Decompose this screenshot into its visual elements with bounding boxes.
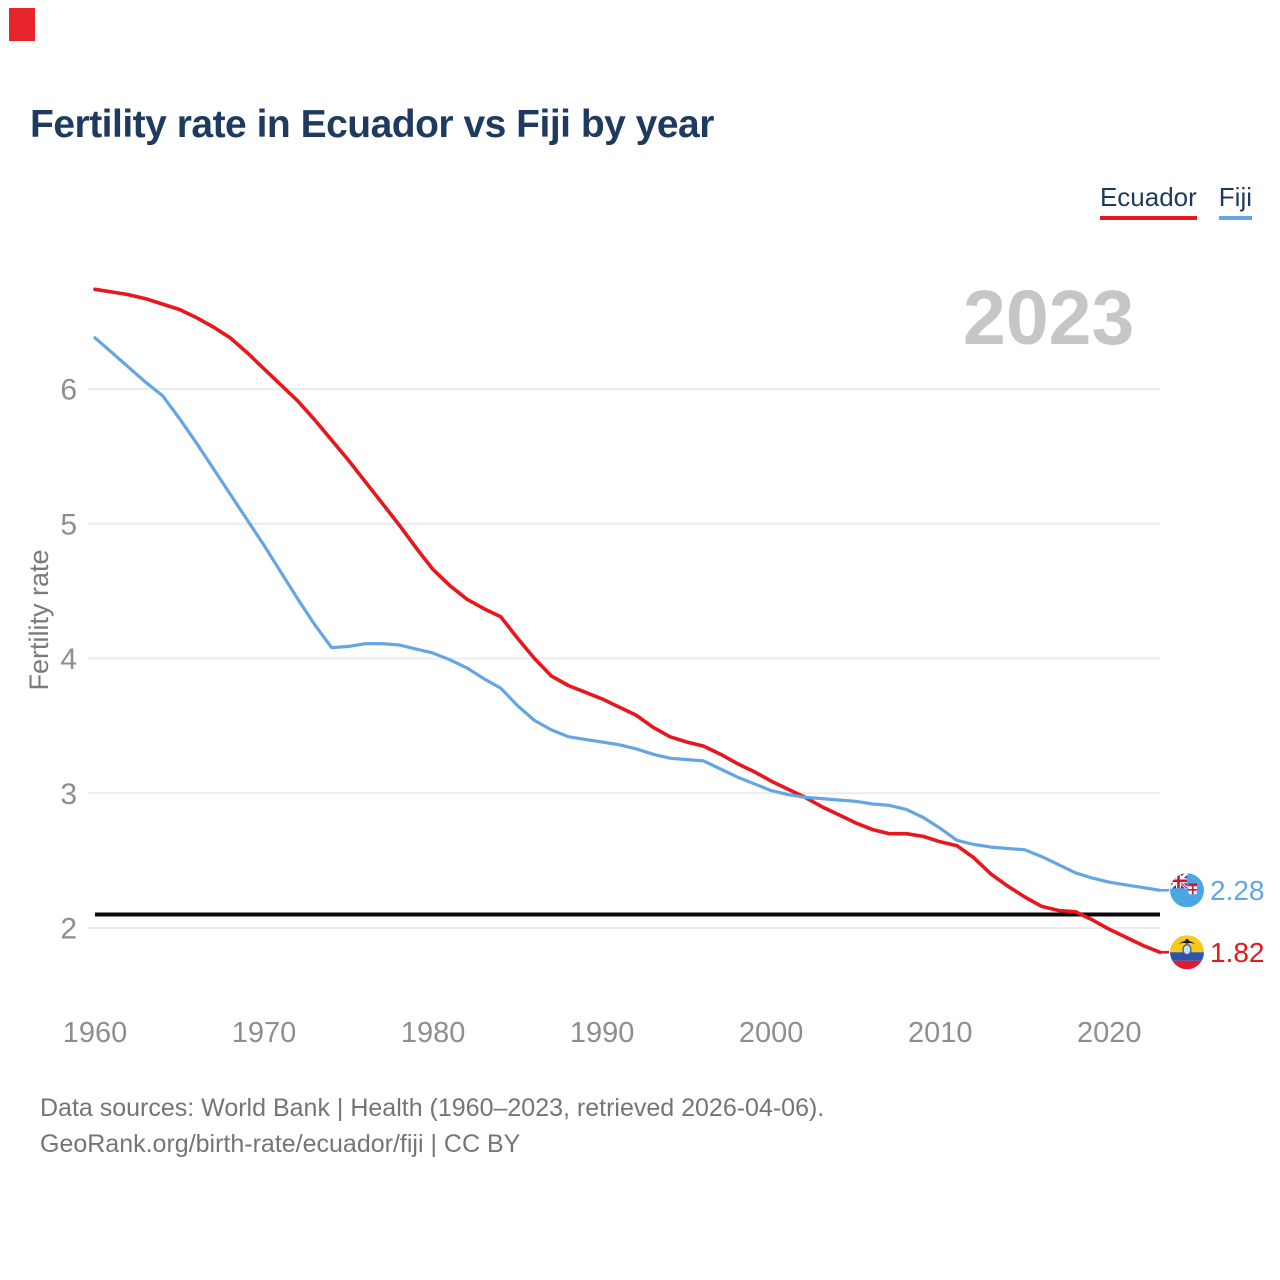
y-tick-label: 6 (60, 374, 77, 407)
y-tick-label: 3 (60, 778, 77, 811)
footer: Data sources: World Bank | Health (1960–… (40, 1090, 824, 1162)
fiji-end-value-label: 2.28 (1210, 875, 1265, 906)
footer-attribution-line: GeoRank.org/birth-rate/ecuador/fiji | CC… (40, 1130, 521, 1158)
y-tick-label: 5 (60, 508, 77, 541)
x-tick-label: 2010 (908, 1017, 973, 1049)
ecuador-end-value-label: 1.82 (1210, 937, 1265, 968)
legend-item-ecuador[interactable]: Ecuador (1099, 182, 1197, 220)
y-tick-label: 4 (60, 643, 77, 676)
x-tick-label: 2020 (1077, 1017, 1142, 1049)
footer-sources-line: Data sources: World Bank | Health (1960–… (40, 1094, 825, 1122)
chart-title: Fertility rate in Ecuador vs Fiji by yea… (30, 103, 714, 146)
x-tick-label: 1990 (570, 1017, 635, 1049)
fiji-flag-icon (1170, 873, 1204, 908)
legend-item-fiji[interactable]: Fiji (1218, 182, 1252, 220)
watermark-year: 2023 (963, 275, 1135, 361)
legend: Ecuador Fiji (1099, 182, 1252, 220)
y-tick-label: 2 (60, 913, 77, 946)
ecuador-series-line[interactable] (93, 287, 1162, 955)
corner-marker (9, 8, 35, 41)
fiji-series-line[interactable] (93, 336, 1162, 892)
x-tick-label: 1960 (63, 1017, 128, 1049)
y-axis-title: Fertility rate (24, 549, 54, 690)
x-tick-label: 2000 (739, 1017, 804, 1049)
x-tick-label: 1970 (232, 1017, 297, 1049)
x-tick-label: 1980 (401, 1017, 466, 1049)
ecuador-flag-icon (1170, 935, 1204, 970)
